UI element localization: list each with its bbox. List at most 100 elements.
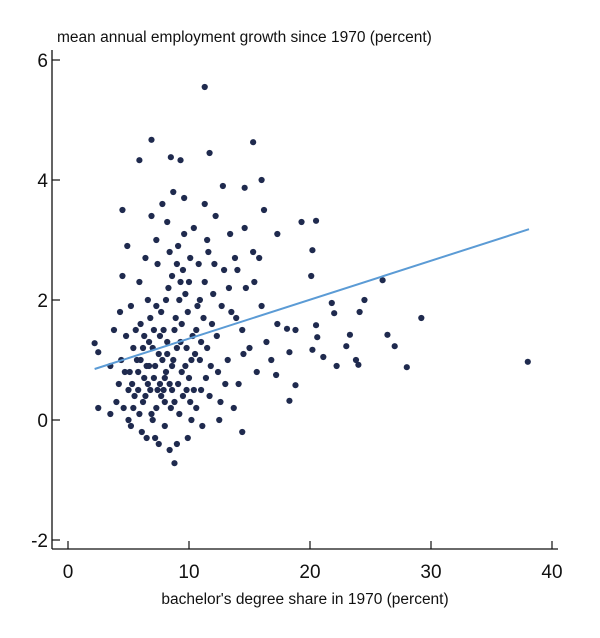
x-tick-label: 30: [420, 562, 441, 583]
data-point: [225, 284, 233, 292]
data-point: [179, 392, 187, 400]
data-point: [138, 428, 145, 436]
data-point: [201, 83, 208, 91]
data-point: [312, 217, 320, 224]
y-tick-label: 2: [37, 291, 48, 312]
data-point: [286, 349, 293, 356]
data-point: [314, 334, 321, 341]
data-point: [153, 302, 160, 310]
data-point: [195, 260, 202, 268]
data-point: [143, 434, 150, 442]
data-point: [124, 242, 131, 250]
data-point: [524, 358, 531, 365]
data-point: [178, 368, 185, 376]
y-tick-label: 4: [37, 171, 48, 192]
data-point: [152, 434, 159, 442]
data-point: [154, 260, 161, 268]
data-point: [160, 326, 167, 334]
data-point: [200, 314, 207, 322]
data-point: [127, 302, 135, 310]
data-point: [250, 139, 257, 146]
data-point: [251, 278, 258, 286]
chart-title: mean annual employment growth since 1970…: [57, 29, 432, 46]
data-point: [166, 446, 173, 454]
data-point: [129, 380, 136, 388]
data-point: [187, 398, 194, 406]
data-point: [110, 326, 118, 334]
data-point: [201, 200, 208, 208]
data-point: [214, 368, 222, 376]
data-point: [274, 320, 281, 328]
data-point: [171, 326, 178, 334]
data-point: [130, 344, 137, 352]
data-point: [343, 343, 350, 350]
x-tick-label: 10: [178, 562, 199, 583]
data-point: [145, 338, 153, 346]
data-point: [119, 206, 126, 214]
data-point: [231, 254, 239, 262]
data-point: [160, 386, 167, 394]
data-point: [125, 416, 132, 424]
data-point: [168, 362, 176, 370]
data-point: [211, 260, 218, 268]
data-point: [95, 404, 102, 412]
data-point: [150, 326, 158, 334]
data-point: [260, 206, 268, 214]
data-point: [219, 182, 226, 190]
data-point: [202, 374, 210, 382]
data-point: [361, 296, 368, 304]
data-point: [132, 326, 139, 334]
trend-line: [94, 228, 530, 370]
data-point: [198, 386, 205, 394]
data-point: [207, 362, 214, 370]
data-point: [328, 299, 335, 307]
data-point: [158, 392, 165, 400]
data-point: [126, 368, 133, 376]
data-point: [159, 200, 166, 208]
data-point: [171, 398, 178, 406]
data-point: [159, 356, 166, 364]
data-point: [224, 356, 231, 364]
data-point: [250, 248, 257, 256]
data-point: [173, 260, 180, 268]
data-point: [137, 320, 144, 328]
data-point: [286, 397, 293, 404]
data-point: [184, 308, 191, 316]
data-point: [147, 314, 154, 322]
data-point: [379, 277, 386, 284]
data-point: [190, 386, 197, 394]
data-point: [164, 350, 171, 358]
data-point: [239, 428, 246, 436]
data-point: [258, 176, 265, 184]
data-point: [185, 278, 193, 286]
data-point: [136, 410, 143, 418]
data-point: [122, 332, 130, 340]
data-point: [139, 344, 147, 352]
data-point: [418, 314, 425, 322]
data-point: [115, 380, 122, 388]
data-point: [185, 374, 193, 382]
data-point: [181, 230, 188, 238]
data-point: [161, 374, 168, 382]
data-point: [170, 356, 177, 364]
data-point: [320, 353, 327, 361]
data-point: [292, 326, 299, 334]
data-point: [205, 248, 212, 256]
data-point: [139, 398, 147, 406]
data-point: [346, 331, 354, 338]
data-point: [235, 380, 242, 388]
data-point: [172, 314, 179, 322]
data-point: [258, 302, 265, 310]
data-point: [141, 374, 148, 382]
data-point: [212, 212, 219, 220]
data-point: [168, 272, 176, 280]
data-point: [198, 338, 205, 346]
data-point: [142, 254, 149, 262]
data-point: [309, 346, 316, 353]
y-tick-label: -2: [31, 531, 48, 552]
data-point: [162, 296, 170, 304]
data-point: [253, 368, 260, 376]
data-point: [199, 422, 206, 430]
data-point: [190, 224, 197, 232]
data-point: [152, 362, 159, 370]
